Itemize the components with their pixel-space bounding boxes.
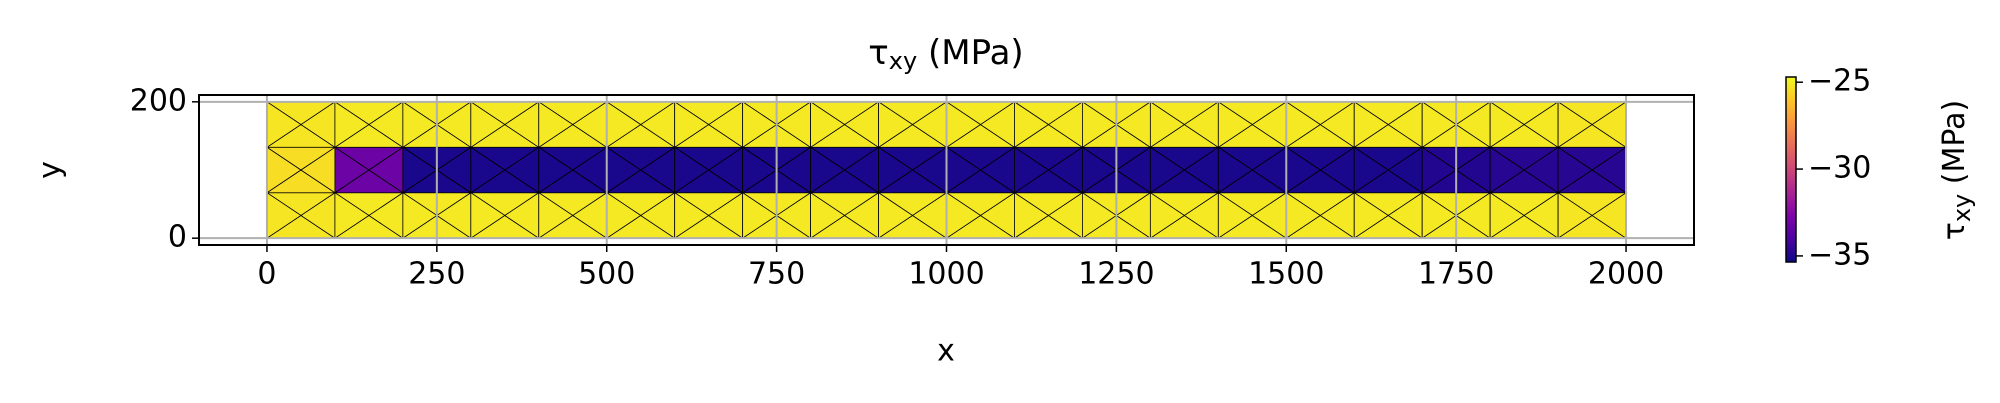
- mesh-triangle: [1014, 146, 1050, 194]
- axes: 0 250 500 750 1000 1250 1500 1750 2000 0 200: [130, 83, 1695, 292]
- mesh-triangle: [1149, 146, 1186, 194]
- mesh-triangle: [334, 191, 370, 239]
- mesh-triangle: [1149, 191, 1186, 239]
- y-tick-label: 200: [130, 83, 187, 118]
- mesh-triangle: [878, 146, 914, 194]
- mesh-triangle: [538, 191, 574, 239]
- mesh-triangle: [1014, 191, 1050, 239]
- x-tick-label: 250: [408, 257, 465, 292]
- mesh-triangle: [1082, 191, 1118, 239]
- mesh-triangle: [1557, 191, 1593, 239]
- mesh-triangle: [1421, 191, 1457, 239]
- mesh-triangle: [1217, 191, 1254, 239]
- mesh-triangle: [1421, 101, 1457, 149]
- mesh-triangle: [334, 146, 370, 194]
- mesh-triangle: [1353, 146, 1389, 194]
- mesh-triangle: [1149, 101, 1186, 149]
- x-tick-label: 1000: [908, 257, 984, 292]
- x-axis-label: x: [937, 334, 955, 369]
- mesh-triangle: [334, 101, 370, 149]
- mesh-triangle: [1014, 101, 1050, 149]
- mesh-triangle: [1489, 146, 1525, 194]
- x-tick-label: 0: [257, 257, 276, 292]
- mesh-triangle: [1489, 191, 1525, 239]
- mesh-triangle: [1557, 101, 1593, 149]
- mesh-triangle: [538, 146, 574, 194]
- mesh-triangle: [742, 146, 778, 194]
- x-tick-label: 500: [578, 257, 635, 292]
- mesh-triangle: [1557, 146, 1593, 194]
- x-tick-label: 1250: [1078, 257, 1154, 292]
- y-axis-label: y: [33, 161, 68, 179]
- mesh-triangle: [470, 146, 506, 194]
- mesh-triangle: [810, 101, 846, 149]
- mesh-triangle: [742, 191, 778, 239]
- mesh-triangle: [1217, 101, 1254, 149]
- y-tick-label: 0: [168, 220, 187, 255]
- mesh-triangle: [810, 146, 846, 194]
- colorbar: [1785, 76, 1797, 263]
- colorbar-tick-label: −25: [1808, 64, 1871, 99]
- mesh-triangle: [1353, 101, 1389, 149]
- mesh-triangle: [538, 101, 574, 149]
- x-tick-label: 750: [748, 257, 805, 292]
- mesh-triangle: [470, 191, 506, 239]
- mesh-triangle: [1082, 146, 1118, 194]
- colorbar-tick-label: −35: [1808, 237, 1871, 272]
- mesh-triangle: [402, 101, 438, 149]
- x-tick-label: 2000: [1588, 257, 1664, 292]
- mesh-triangle: [1421, 146, 1457, 194]
- x-tick-label: 1500: [1248, 257, 1324, 292]
- mesh-triangle: [402, 146, 438, 194]
- axes-frame: [198, 94, 1695, 246]
- mesh-triangle: [742, 101, 778, 149]
- colorbar-label: τxy (MPa): [1937, 100, 1977, 240]
- colorbar-tick-label: −30: [1808, 151, 1871, 186]
- mesh-triangle: [878, 191, 914, 239]
- mesh-triangle: [1353, 191, 1389, 239]
- mesh-triangle: [674, 146, 710, 194]
- chart-title: τxy (MPa): [868, 33, 1023, 76]
- x-tick-label: 1750: [1418, 257, 1494, 292]
- mesh-triangle: [674, 191, 710, 239]
- mesh-triangle: [810, 191, 846, 239]
- mesh-triangle: [402, 191, 438, 239]
- mesh-triangle: [1082, 101, 1118, 149]
- mesh-triangle: [878, 101, 914, 149]
- mesh-triangle: [1217, 146, 1254, 194]
- mesh-triangle: [470, 101, 506, 149]
- mesh-triangle: [674, 101, 710, 149]
- mesh-triangle: [1489, 101, 1525, 149]
